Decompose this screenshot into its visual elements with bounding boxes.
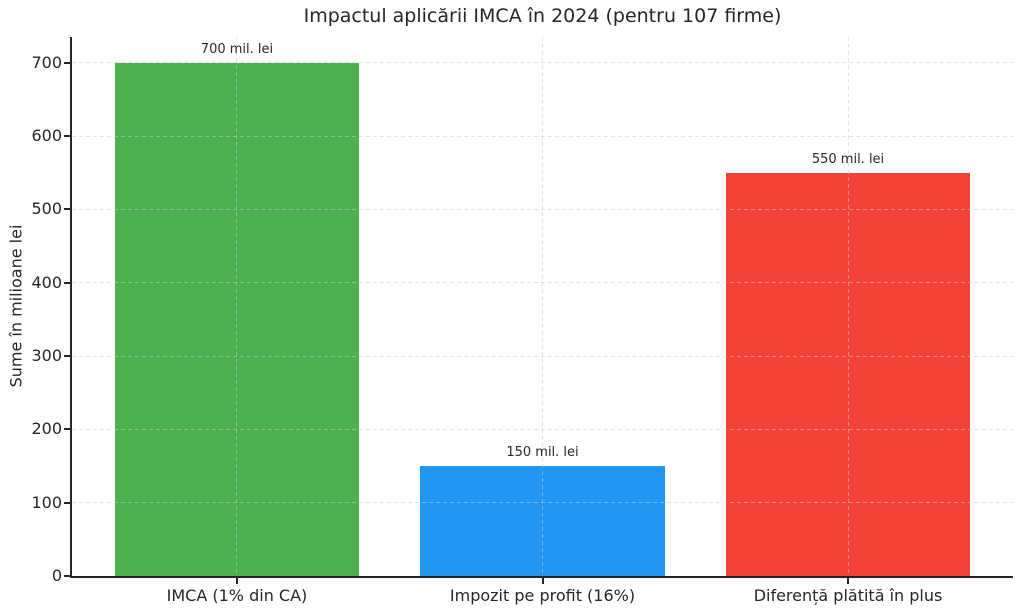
- gridline-vertical: [236, 37, 238, 576]
- y-tick-mark: [64, 61, 70, 64]
- gridline-horizontal: [72, 355, 1013, 357]
- y-tick-label: 0: [51, 566, 62, 585]
- y-tick-mark: [64, 208, 70, 211]
- y-tick-mark: [64, 575, 70, 577]
- y-tick-mark: [64, 428, 70, 431]
- gridline-vertical: [542, 37, 543, 576]
- y-tick-label: 100: [31, 492, 62, 512]
- bar-value-label: 550 mil. lei: [811, 151, 885, 167]
- y-tick-label: 500: [31, 199, 62, 219]
- gridline-horizontal: [72, 282, 1013, 284]
- y-tick-mark: [64, 135, 70, 137]
- y-tick-mark: [64, 355, 70, 357]
- gridline-horizontal: [72, 62, 1013, 64]
- y-tick-label: 300: [31, 346, 62, 365]
- y-tick-label: 700: [31, 52, 62, 72]
- y-tick-label: 600: [31, 126, 62, 145]
- x-tick-label: Diferență plătită în plus: [753, 586, 943, 605]
- gridline-horizontal: [72, 208, 1013, 210]
- x-tick-mark: [847, 578, 850, 584]
- bar-value-label: 150 mil. lei: [506, 445, 579, 460]
- bar-value-label: 700 mil. lei: [200, 41, 274, 57]
- y-tick-label: 200: [31, 419, 62, 439]
- gridline-horizontal: [72, 502, 1013, 504]
- gridline-horizontal: [72, 135, 1013, 137]
- y-tick-label: 400: [31, 272, 62, 292]
- x-tick-label: Impozit pe profit (16%): [449, 586, 636, 605]
- x-tick-mark: [235, 578, 238, 584]
- y-tick-mark: [64, 501, 70, 504]
- x-tick-label: IMCA (1% din CA): [166, 586, 308, 605]
- x-tick-mark: [541, 578, 544, 584]
- gridline-vertical: [847, 37, 849, 576]
- plot-area: 700 mil. lei 150 mil. lei 550 mil. lei: [70, 37, 1013, 578]
- y-tick-mark: [64, 281, 70, 284]
- chart-title: Impactul aplicării IMCA în 2024 (pentru …: [303, 5, 782, 27]
- gridline-horizontal: [72, 428, 1013, 430]
